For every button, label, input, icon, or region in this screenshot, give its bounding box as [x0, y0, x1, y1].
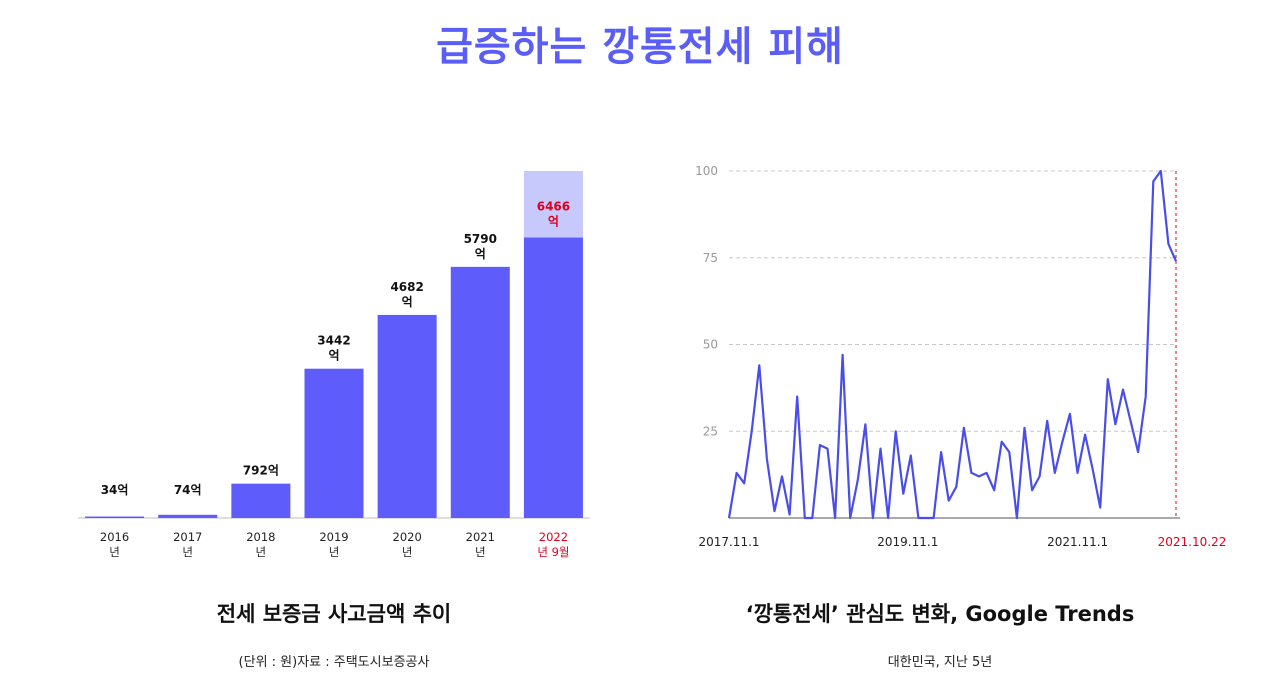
- bar-chart: 34억 2016 년 74억 2017 년 792억 2018 년 3442 억 2019 년 4682 억…: [78, 171, 590, 559]
- bar-value-label: 74억: [174, 483, 202, 497]
- bar: [304, 368, 364, 518]
- bar-chart-title: 전세 보증금 사고금액 추이: [216, 602, 452, 626]
- x-tick-label: 2019.11.1: [877, 535, 938, 549]
- bar-category-label: 2016 년: [100, 530, 129, 559]
- bar-value-label: 3442 억: [317, 334, 350, 363]
- bar-category-label: 2021 년: [466, 530, 495, 559]
- bar-category-label: 2019 년: [319, 530, 348, 559]
- bar-category-label: 2017 년: [173, 530, 202, 559]
- bar-value-label: 5790 억: [464, 232, 497, 261]
- bar-value-label: 6466 억: [537, 200, 570, 229]
- bar: [85, 516, 145, 518]
- y-tick-label: 75: [703, 251, 718, 265]
- line-chart-title: ‘깡통전세’ 관심도 변화, Google Trends: [745, 602, 1135, 626]
- x-tick-label: 2017.11.1: [698, 535, 759, 549]
- bar-chart-source: (단위 : 원)자료 : 주택도시보증공사: [238, 655, 430, 670]
- y-tick-label: 25: [703, 424, 718, 438]
- line-chart-source: 대한민국, 지난 5년: [887, 655, 993, 670]
- bar-category-label: 2020 년: [393, 530, 422, 559]
- bar: [158, 514, 218, 518]
- trend-line-chart: 25 50 75 100 2017.11.1 2019.11.1 2021.11.1 2021…: [695, 164, 1227, 549]
- x-tick-label: 2021.11.1: [1047, 535, 1108, 549]
- page-title: 급증하는 깡통전세 피해: [436, 24, 844, 70]
- y-tick-label: 100: [695, 164, 718, 178]
- y-tick-label: 50: [703, 338, 718, 352]
- bar-category-label: 2022 년 9월: [537, 530, 569, 559]
- trend-line-series: [727, 169, 1178, 520]
- bar-value-label: 4682 억: [390, 280, 423, 309]
- bar: [231, 483, 291, 518]
- x-tick-label: 2021.10.22: [1158, 535, 1227, 549]
- bar: [523, 237, 583, 519]
- bar: [450, 266, 510, 518]
- bar: [377, 314, 437, 518]
- bar-category-label: 2018 년: [246, 530, 275, 559]
- bar-value-label: 792억: [243, 464, 279, 478]
- bar-value-label: 34억: [101, 483, 129, 497]
